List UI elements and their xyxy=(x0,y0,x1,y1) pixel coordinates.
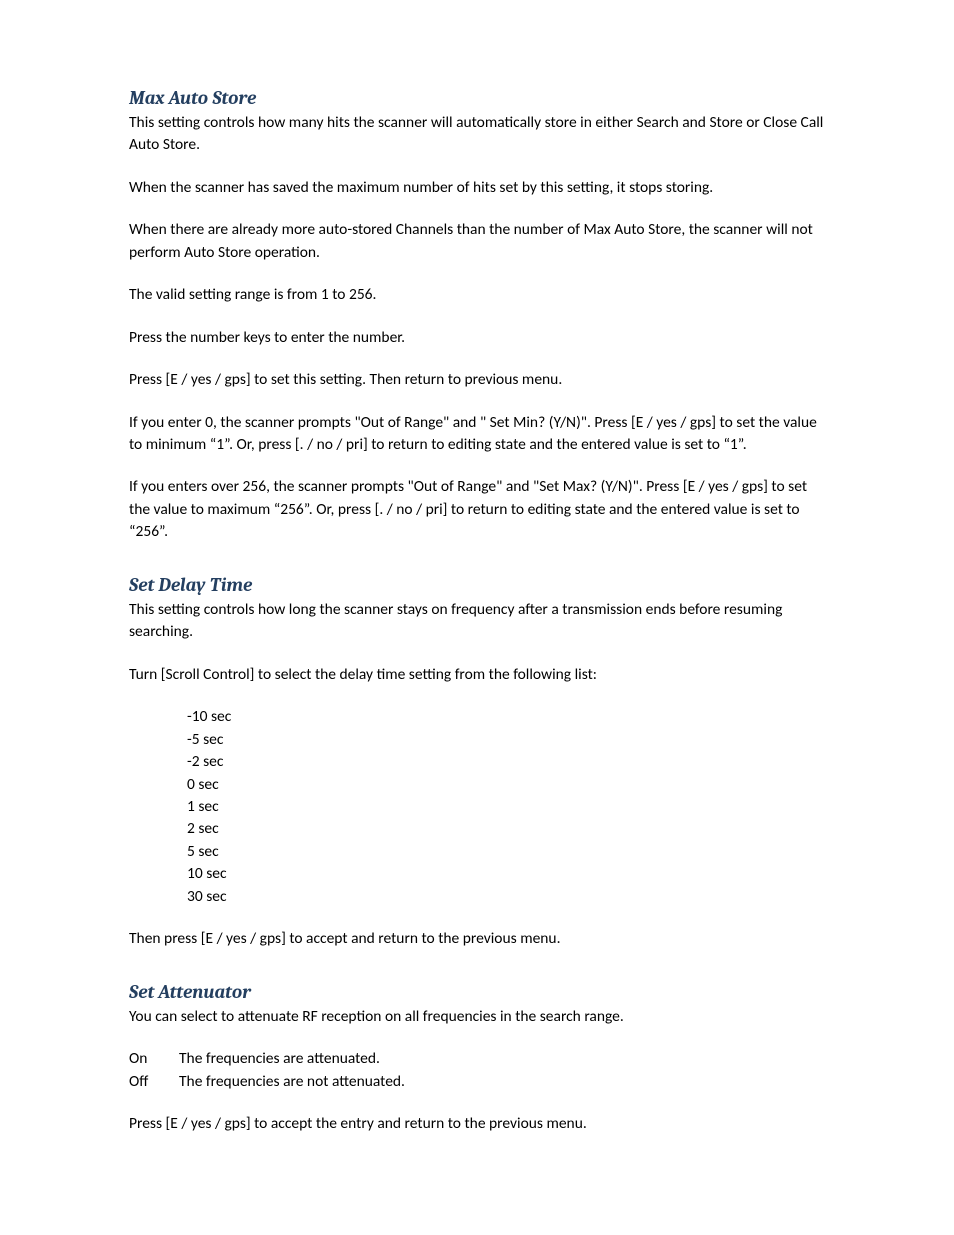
paragraph: If you enters over 256, the scanner prom… xyxy=(129,476,827,543)
heading-max-auto-store: Max Auto Store xyxy=(129,87,827,110)
row-desc: The frequencies are not attenuated. xyxy=(179,1071,405,1093)
list-item: -5 sec xyxy=(187,729,827,751)
heading-set-attenuator: Set Attenuator xyxy=(129,981,827,1004)
table-row: Off The frequencies are not attenuated. xyxy=(129,1071,827,1093)
row-desc: The frequencies are attenuated. xyxy=(179,1048,380,1070)
paragraph: If you enter 0, the scanner prompts "Out… xyxy=(129,412,827,457)
paragraph: Press the number keys to enter the numbe… xyxy=(129,327,827,349)
table-row: On The frequencies are attenuated. xyxy=(129,1048,827,1070)
paragraph: When the scanner has saved the maximum n… xyxy=(129,177,827,199)
document-page: Max Auto Store This setting controls how… xyxy=(0,0,954,1235)
row-label: Off xyxy=(129,1071,179,1093)
paragraph: The valid setting range is from 1 to 256… xyxy=(129,284,827,306)
paragraph: This setting controls how many hits the … xyxy=(129,112,827,157)
list-item: -10 sec xyxy=(187,706,827,728)
list-item: 5 sec xyxy=(187,841,827,863)
list-item: 0 sec xyxy=(187,774,827,796)
list-item: 10 sec xyxy=(187,863,827,885)
paragraph: When there are already more auto-stored … xyxy=(129,219,827,264)
paragraph: This setting controls how long the scann… xyxy=(129,599,827,644)
list-item: 30 sec xyxy=(187,886,827,908)
row-label: On xyxy=(129,1048,179,1070)
attenuator-table: On The frequencies are attenuated. Off T… xyxy=(129,1048,827,1093)
paragraph: Press [E / yes / gps] to set this settin… xyxy=(129,369,827,391)
paragraph: Turn [Scroll Control] to select the dela… xyxy=(129,664,827,686)
heading-set-delay-time: Set Delay Time xyxy=(129,574,827,597)
paragraph: Then press [E / yes / gps] to accept and… xyxy=(129,928,827,950)
delay-time-options: -10 sec -5 sec -2 sec 0 sec 1 sec 2 sec … xyxy=(129,706,827,908)
list-item: 2 sec xyxy=(187,818,827,840)
paragraph: You can select to attenuate RF reception… xyxy=(129,1006,827,1028)
list-item: 1 sec xyxy=(187,796,827,818)
list-item: -2 sec xyxy=(187,751,827,773)
paragraph: Press [E / yes / gps] to accept the entr… xyxy=(129,1113,827,1135)
